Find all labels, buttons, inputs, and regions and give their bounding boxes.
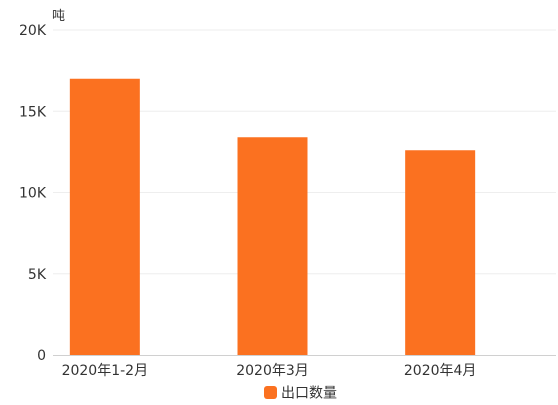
y-tick-label: 20K: [19, 23, 47, 39]
y-tick-label: 5K: [28, 267, 47, 283]
bar[interactable]: [69, 78, 140, 355]
x-tick-label: 2020年3月: [236, 363, 309, 379]
bar-series: [69, 78, 476, 355]
y-tick-label: 10K: [19, 186, 47, 202]
legend-swatch[interactable]: [264, 386, 277, 399]
x-tick-label: 2020年1-2月: [62, 363, 149, 379]
bar[interactable]: [237, 137, 308, 355]
y-tick-label: 15K: [19, 104, 47, 120]
x-tick-label: 2020年4月: [404, 363, 477, 379]
legend[interactable]: 出口数量: [264, 386, 337, 402]
y-tick-label: 0: [37, 348, 46, 364]
y-unit-label: 吨: [52, 9, 65, 24]
bar[interactable]: [405, 150, 476, 355]
legend-label[interactable]: 出口数量: [281, 386, 337, 402]
tick-labels: 0 5K 10K 15K 20K 吨 2020年1-2月 2020年3月 2020年4月: [19, 9, 476, 379]
